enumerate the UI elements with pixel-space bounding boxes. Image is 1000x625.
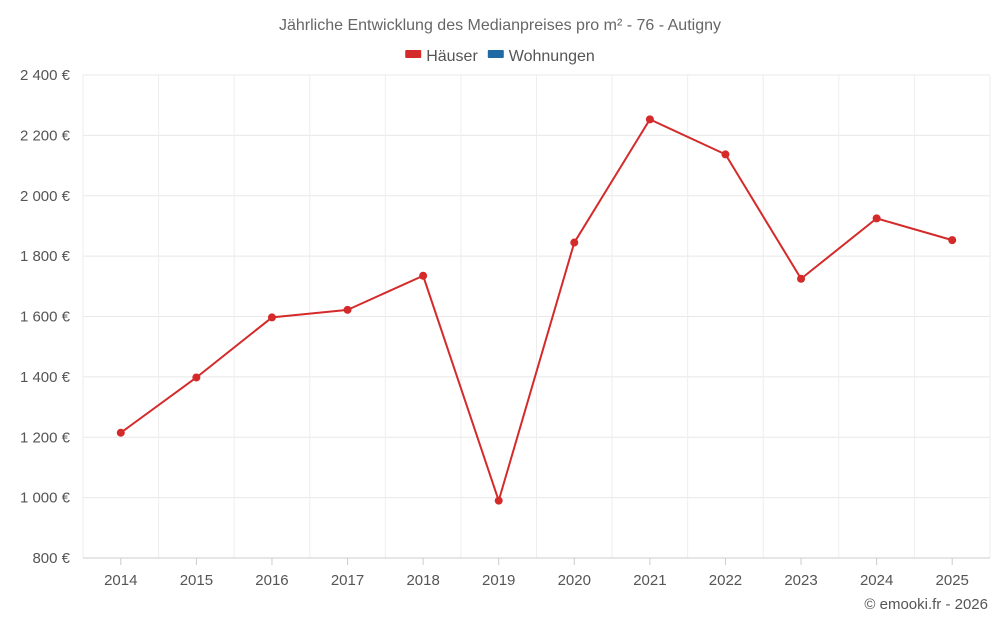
y-tick-label: 1 600 € <box>20 309 71 326</box>
data-point <box>721 150 730 159</box>
data-point <box>192 373 201 382</box>
x-tick-label: 2019 <box>482 572 515 589</box>
y-tick-label: 1 400 € <box>20 369 71 386</box>
data-point <box>797 274 806 283</box>
data-point <box>116 428 125 437</box>
y-axis: 800 € 1 000 € 1 200 € 1 400 € 1 600 € 1 800 €… <box>20 67 71 567</box>
legend-item[interactable]: Häuser <box>405 48 478 65</box>
data-point <box>872 214 881 223</box>
x-tick-label: 2016 <box>255 572 288 589</box>
x-tick-label: 2020 <box>558 572 591 589</box>
x-tick-label: 2025 <box>936 572 969 589</box>
y-tick-label: 2 200 € <box>20 127 71 144</box>
legend-swatch <box>405 50 422 58</box>
data-point <box>419 271 428 280</box>
x-tick-label: 2015 <box>180 572 213 589</box>
y-tick-label: 1 000 € <box>20 490 71 507</box>
grid <box>82 74 991 559</box>
y-tick-label: 2 400 € <box>20 67 71 84</box>
data-point <box>645 115 654 124</box>
data-point <box>267 313 276 322</box>
chart-title: Jährliche Entwicklung des Medianpreises … <box>279 17 721 34</box>
x-tick-label: 2022 <box>709 572 742 589</box>
legend-label: Wohnungen <box>509 48 595 65</box>
x-tick-label: 2017 <box>331 572 364 589</box>
data-point <box>948 236 957 245</box>
data-point <box>494 496 503 505</box>
legend-label: Häuser <box>426 48 478 65</box>
x-axis: 2014 2015 2016 2017 2018 2019 2020 2021 2022 2023… <box>83 557 990 589</box>
credit-label: © emooki.fr - 2026 <box>864 596 988 613</box>
data-point <box>570 238 579 247</box>
x-tick-label: 2018 <box>406 572 439 589</box>
y-tick-label: 1 800 € <box>20 248 71 265</box>
data-point <box>343 305 352 314</box>
x-tick-label: 2023 <box>784 572 817 589</box>
series-line <box>120 118 953 502</box>
x-tick-label: 2014 <box>104 572 137 589</box>
legend-item[interactable]: Wohnungen <box>487 48 595 65</box>
series-group <box>116 115 957 505</box>
y-tick-label: 800 € <box>32 550 70 567</box>
x-tick-label: 2024 <box>860 572 893 589</box>
legend-swatch <box>487 50 504 58</box>
y-tick-label: 2 000 € <box>20 188 71 205</box>
x-tick-label: 2021 <box>633 572 666 589</box>
legend: Häuser Wohnungen <box>405 48 595 65</box>
y-tick-label: 1 200 € <box>20 429 71 446</box>
